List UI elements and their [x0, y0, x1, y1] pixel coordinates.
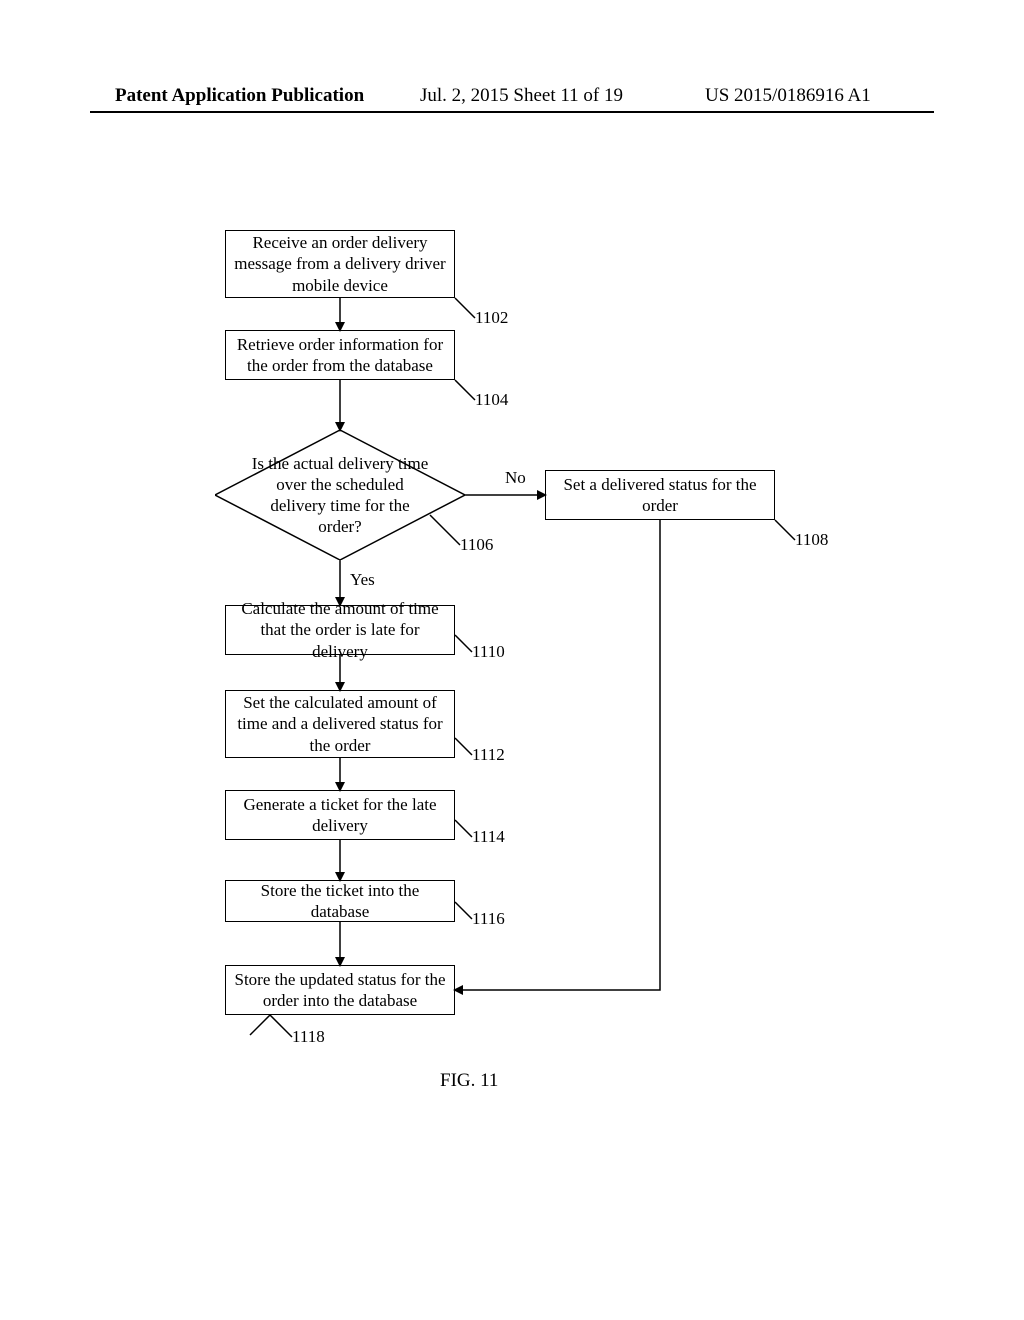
connectors-svg — [0, 230, 1024, 1130]
header-mid: Jul. 2, 2015 Sheet 11 of 19 — [420, 85, 623, 107]
ref-1102: 1102 — [475, 308, 508, 328]
ref-1114: 1114 — [472, 827, 505, 847]
header-right: US 2015/0186916 A1 — [705, 85, 871, 107]
ref-1106: 1106 — [460, 535, 493, 555]
label-yes: Yes — [350, 570, 375, 590]
label-no: No — [505, 468, 526, 488]
ref-1112: 1112 — [472, 745, 505, 765]
ref-1104: 1104 — [475, 390, 508, 410]
ref-1116: 1116 — [472, 909, 505, 929]
ref-1110: 1110 — [472, 642, 505, 662]
header-left: Patent Application Publication — [115, 85, 364, 107]
ref-1118: 1118 — [292, 1027, 325, 1047]
figure-caption: FIG. 11 — [440, 1070, 498, 1092]
header-rule — [90, 111, 934, 113]
ref-1108: 1108 — [795, 530, 828, 550]
